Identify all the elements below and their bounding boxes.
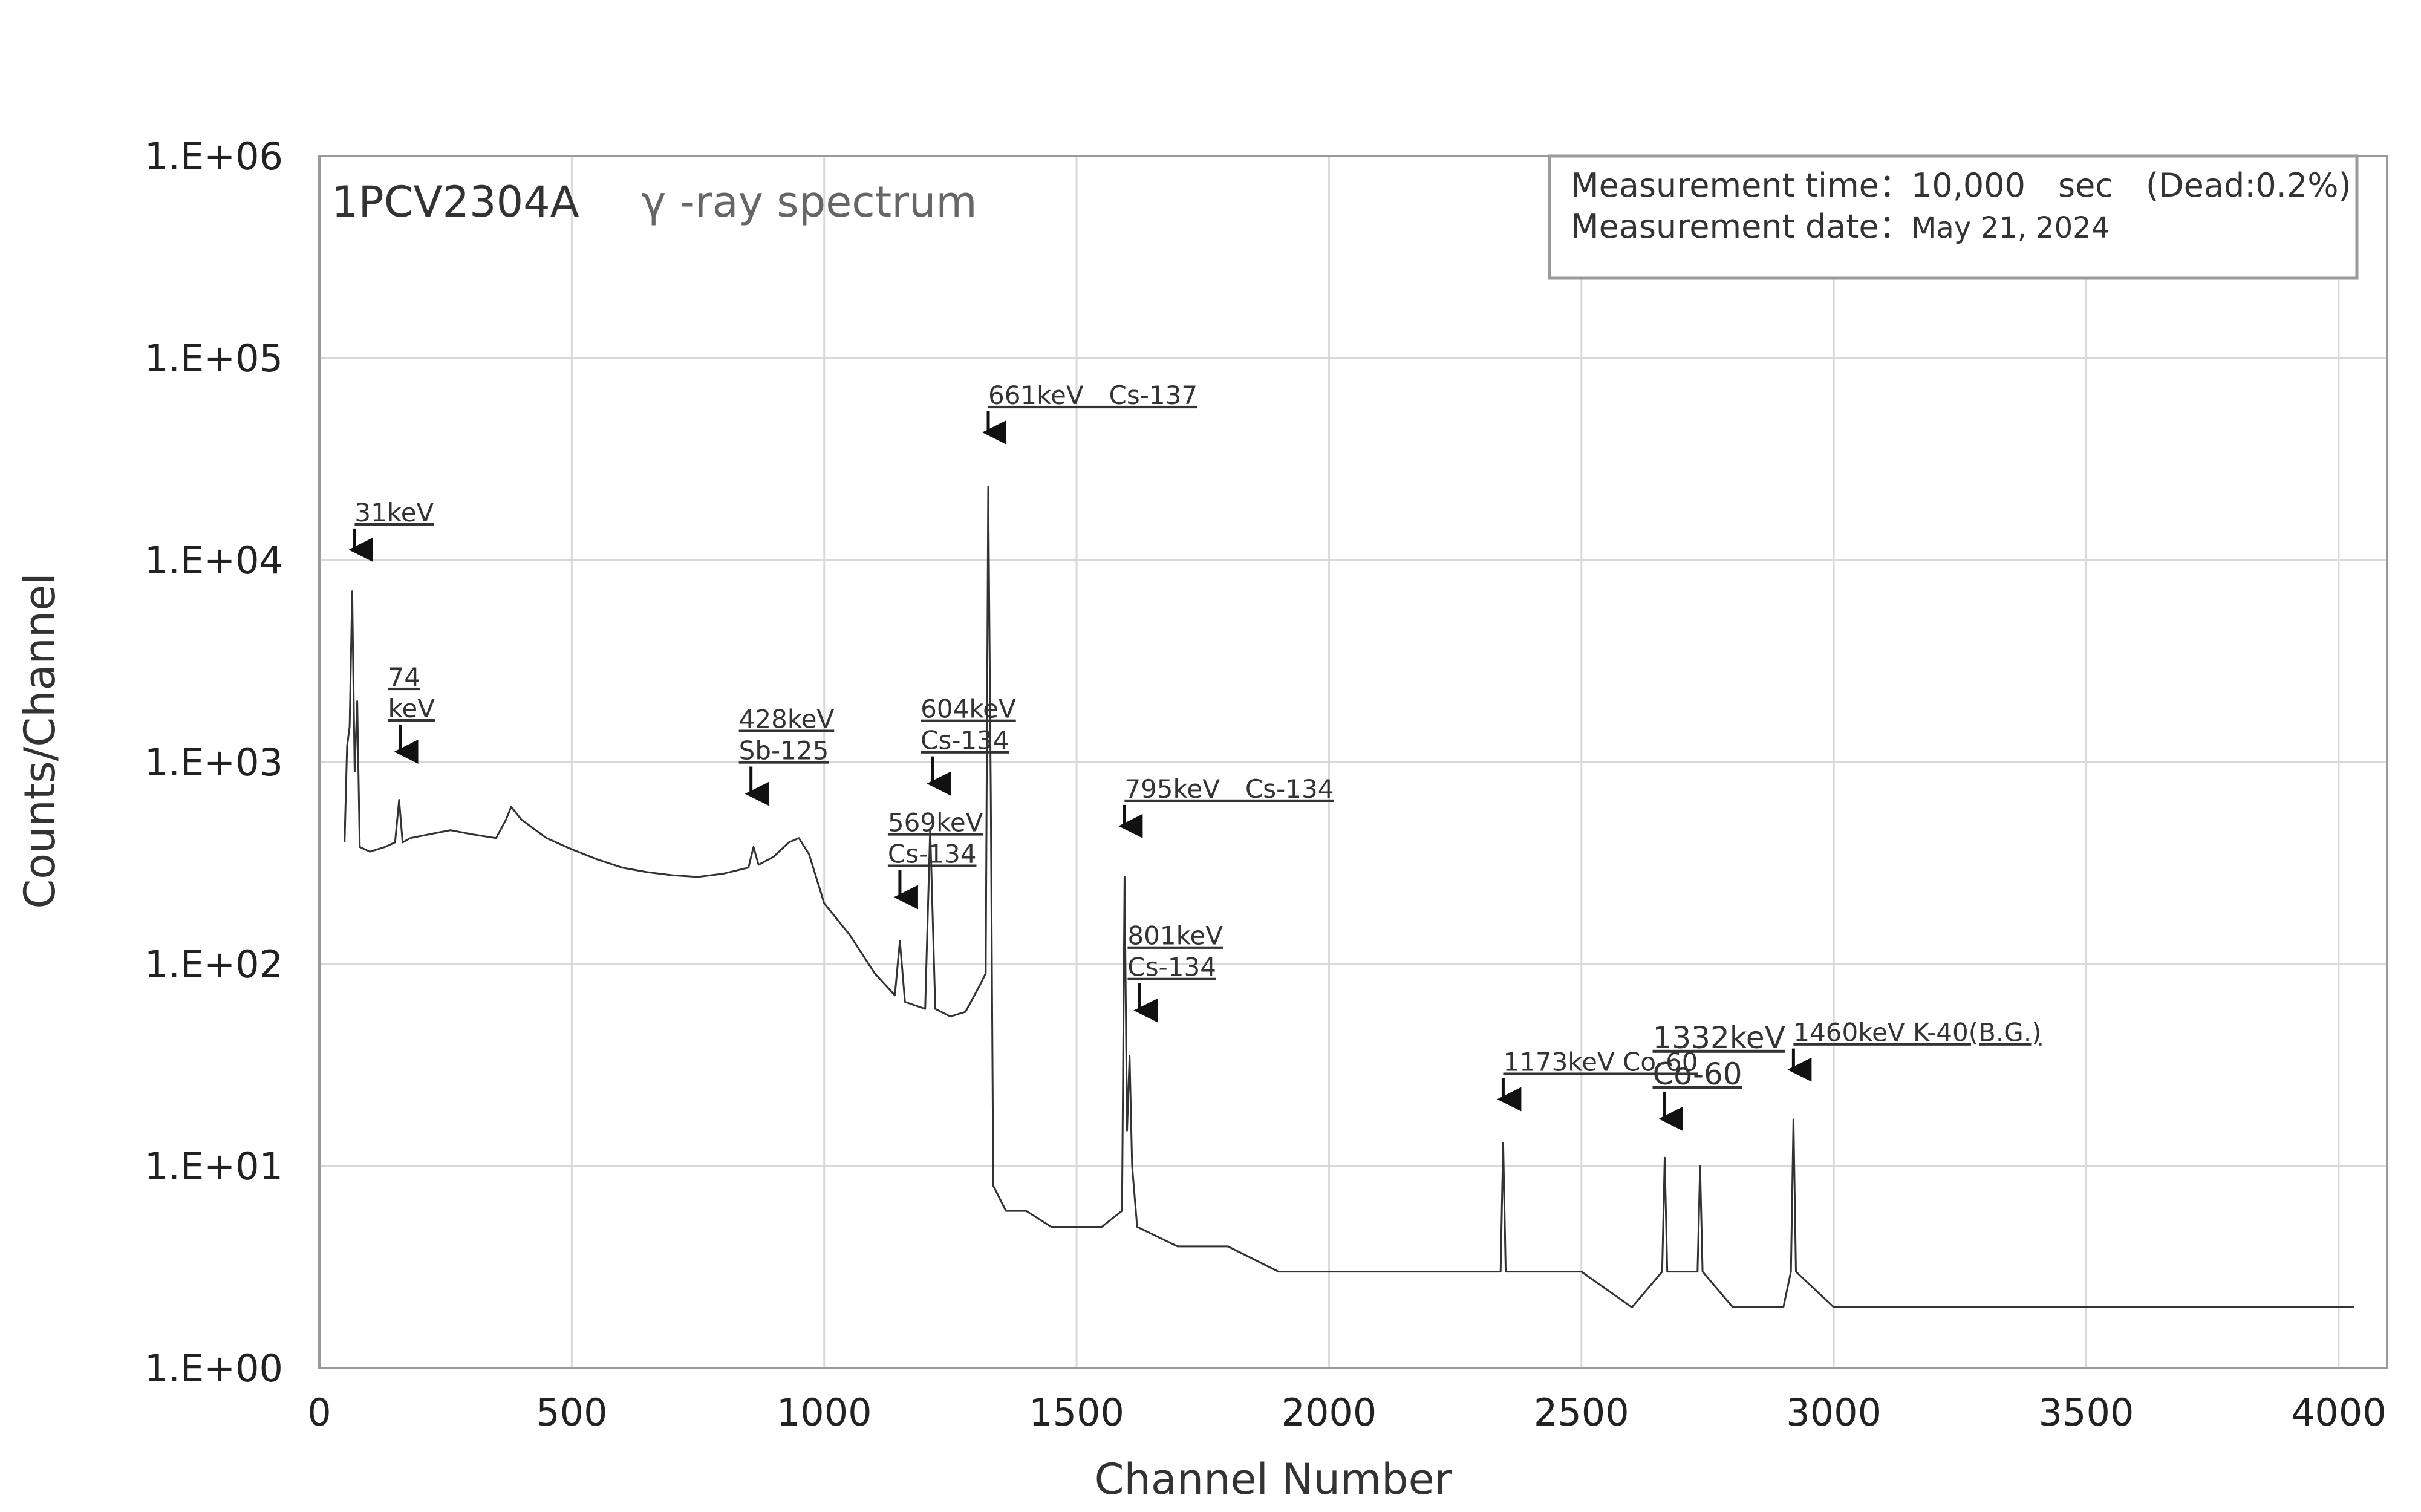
peak-annotation-label: 801keV [1127, 921, 1223, 951]
y-tick-label: 1.E+03 [145, 740, 283, 784]
x-tick-label: 2000 [1282, 1390, 1377, 1435]
plot-area-frame [318, 155, 2388, 1369]
y-tick-label: 1.E+00 [145, 1346, 283, 1390]
x-tick-label: 2500 [1534, 1390, 1629, 1435]
y-tick-label: 1.E+05 [145, 336, 283, 380]
peak-annotation-label: 31keV [354, 498, 434, 527]
measurement-time-label: Measurement time： [1571, 166, 1912, 204]
peak-annotation-label: Cs-134 [1127, 953, 1216, 982]
peak-annotation-label: 1460keV K-40(B.G.) [1793, 1018, 2041, 1048]
peak-annotation-label: Co-60 [1653, 1057, 1742, 1092]
x-axis-title: Channel Number [1095, 1455, 1452, 1504]
peak-annotation: 661keV Cs-137 [982, 380, 1197, 445]
series-layer [344, 486, 2354, 1308]
peak-annotation-label: 1173keV Co-60 [1503, 1047, 1698, 1077]
measurement-date-label: Measurement date： [1571, 207, 1912, 246]
measurement-time-value: 10,000 sec (Dead:0.2%) [1911, 166, 2351, 204]
y-tick-label: 1.E+06 [145, 134, 283, 178]
x-tick-label: 3500 [2039, 1390, 2134, 1435]
measurement-date-value: May 21, 2024 [1911, 211, 2110, 245]
peak-annotation: 1460keV K-40(B.G.) [1787, 1018, 2042, 1082]
y-tick-label: 1.E+01 [145, 1144, 283, 1188]
info-box: Measurement time： 10,000 sec (Dead:0.2%)… [1548, 154, 2359, 280]
peak-annotation-label: 1332keV [1653, 1020, 1785, 1055]
x-tick-label: 1500 [1029, 1390, 1124, 1435]
y-tick-label: 1.E+02 [145, 942, 283, 986]
chart-title: 1PCV2304A [331, 177, 579, 227]
peak-annotation: 1173keV Co-60 [1497, 1047, 1698, 1112]
spectrum-series-line [344, 486, 2354, 1308]
gridlines [319, 156, 2387, 1368]
peak-annotation-label: Cs-134 [921, 726, 1009, 755]
peak-annotation-label: Cs-134 [888, 839, 977, 868]
peak-annotation-label: keV [388, 694, 435, 723]
peak-annotation-label: Sb-125 [739, 735, 829, 765]
peak-annotation-label: 74 [388, 662, 420, 692]
peak-annotation-label: 569keV [888, 807, 983, 837]
y-axis-ticks: 1.E+00 1.E+01 1.E+02 1.E+03 1.E+04 1.E+05 1.E+… [145, 134, 283, 1390]
x-tick-label: 1000 [777, 1390, 872, 1435]
peak-annotation-label: 661keV Cs-137 [988, 380, 1197, 410]
y-tick-label: 1.E+04 [145, 538, 283, 582]
x-axis-ticks: 0 500 1000 1500 2000 2500 3000 3500 4000 [307, 1390, 2386, 1435]
peak-annotation: 795keV Cs-134 [1118, 774, 1334, 838]
peak-annotation-label: 604keV [921, 694, 1016, 724]
peak-annotation-label: 428keV [739, 704, 835, 734]
x-tick-label: 3000 [1786, 1390, 1882, 1435]
chart-subtitle: γ -ray spectrum [641, 177, 977, 227]
peak-annotation: 31keV [348, 498, 434, 562]
y-axis-title: Counts/Channel [15, 573, 65, 908]
x-tick-label: 4000 [2291, 1390, 2387, 1435]
x-tick-label: 0 [307, 1390, 331, 1435]
info-box-frame [1548, 154, 2359, 280]
x-tick-label: 500 [536, 1390, 607, 1435]
peak-annotation-label: 795keV Cs-134 [1124, 774, 1334, 804]
